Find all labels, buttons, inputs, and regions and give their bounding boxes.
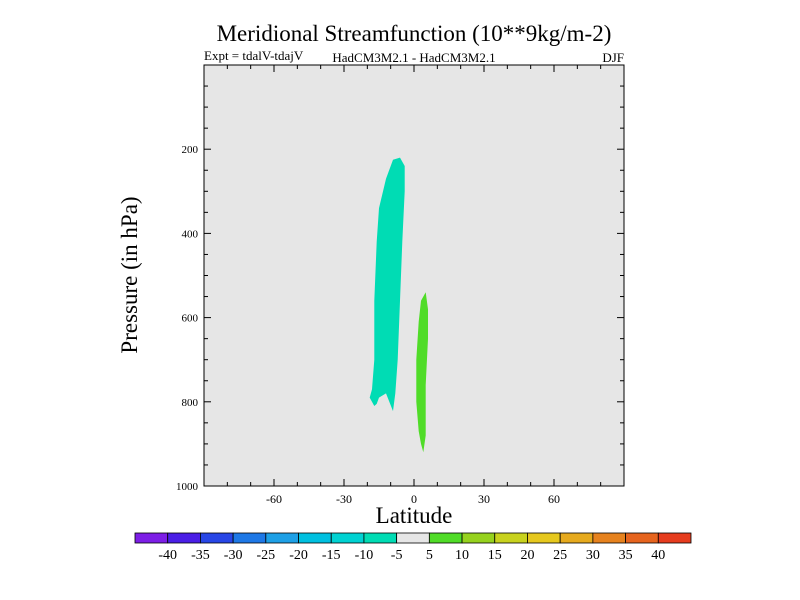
colorbar-label: 40	[651, 548, 665, 563]
colorbar-label: -25	[256, 548, 275, 563]
colorbar-swatch	[330, 532, 365, 544]
colorbar-swatch	[200, 532, 234, 544]
contour-regions	[369, 157, 428, 453]
colorbar-label: 10	[455, 548, 469, 563]
y-axis-label: Pressure (in hPa)	[117, 196, 142, 353]
colorbar-swatch	[657, 532, 692, 544]
colorbar-swatch	[461, 532, 496, 544]
y-tick-label: 1000	[176, 481, 199, 493]
colorbar-label: -35	[191, 548, 210, 563]
colorbar-label: -40	[158, 548, 177, 563]
x-tick-label: 30	[478, 492, 490, 506]
chart-subtitle-center: HadCM3M2.1 - HadCM3M2.1	[332, 50, 495, 65]
colorbar-swatch	[134, 532, 169, 544]
plot-area-background	[204, 65, 624, 486]
x-tick-label: -60	[266, 492, 282, 506]
colorbar-swatch	[232, 532, 267, 544]
colorbar-label: 20	[520, 548, 534, 563]
x-tick-label: 0	[411, 492, 417, 506]
colorbar-label: -20	[289, 548, 308, 563]
axis-ticks: -60 -30 0 30 60 200 400 600 800 1000	[176, 65, 624, 506]
colorbar-swatch	[527, 532, 561, 544]
colorbar-label: 35	[619, 548, 633, 563]
colorbar-label: 15	[488, 548, 502, 563]
y-tick-label: 200	[182, 144, 199, 156]
colorbar-swatch	[363, 532, 398, 544]
y-tick-label: 800	[182, 397, 199, 409]
colorbar-swatch	[298, 532, 332, 544]
colorbar-label: 25	[553, 548, 567, 563]
y-tick-label: 400	[182, 228, 199, 240]
colorbar-swatch	[396, 532, 430, 544]
colorbar-swatch	[167, 532, 201, 544]
x-tick-label: -30	[336, 492, 352, 506]
x-axis-label: Latitude	[376, 503, 453, 528]
chart-subtitle-right: DJF	[602, 50, 624, 65]
colorbar-label: -30	[224, 548, 243, 563]
x-tick-label: 60	[548, 492, 560, 506]
colorbar-swatch	[265, 532, 299, 544]
colorbar-swatch	[494, 532, 528, 544]
colorbar-label: -15	[322, 548, 341, 563]
colorbar-label: -5	[391, 548, 403, 563]
contour-region-2	[416, 292, 428, 453]
colorbar-swatch	[625, 532, 659, 544]
y-tick-label: 600	[182, 313, 199, 325]
contour-region-1	[369, 157, 405, 412]
chart-subtitle-left: Expt = tdalV-tdajV	[204, 48, 304, 63]
colorbar: -40 -35 -30 -25 -20 -15 -10 -5 5 10 15 20 25 30 35 40	[134, 532, 692, 563]
colorbar-label: 5	[426, 548, 433, 563]
colorbar-label: -10	[355, 548, 374, 563]
colorbar-swatch	[592, 532, 626, 544]
chart-title: Meridional Streamfunction (10**9kg/m-2)	[217, 21, 612, 46]
colorbar-swatch	[428, 532, 463, 544]
colorbar-label: 30	[586, 548, 600, 563]
colorbar-swatch	[559, 532, 594, 544]
